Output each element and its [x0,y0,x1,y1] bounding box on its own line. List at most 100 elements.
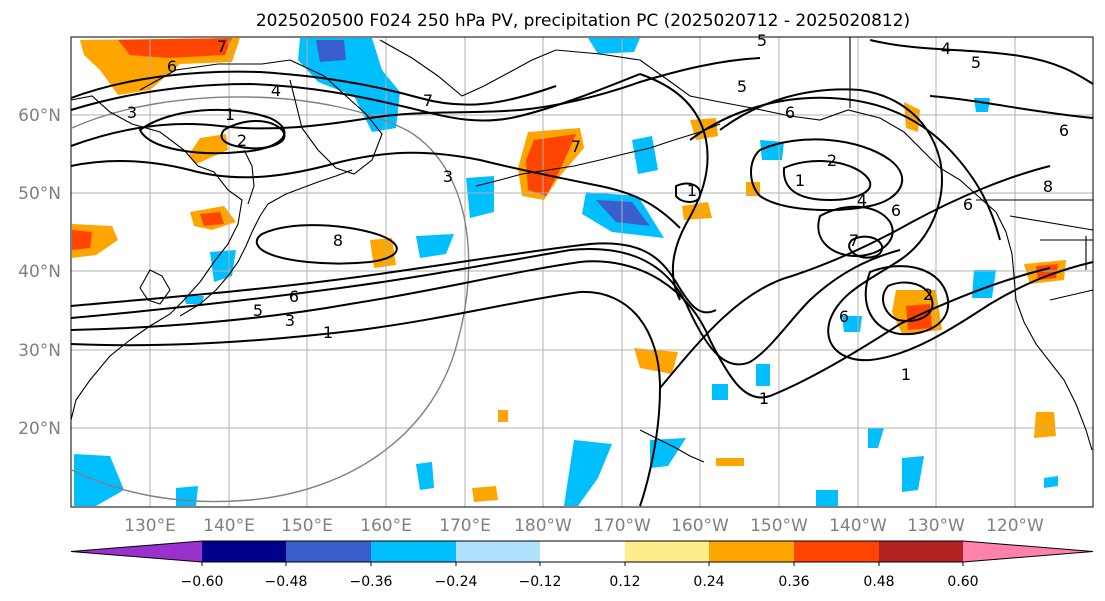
precip-positive-patch [118,38,232,58]
precip-positive-patch [526,134,576,196]
colorbar-swatch [794,541,879,562]
contour-label: 6 [785,103,795,122]
coastline-asia [70,95,243,421]
colorbar-tick-label: 0.48 [863,574,894,590]
coastline-japan [179,203,269,317]
pv-contour-ridge-gulf [689,96,1001,241]
contour-label: 1 [759,389,769,408]
precip-negative-patch [902,456,924,492]
lon-label: 120°W [986,516,1044,536]
contour-label: 1 [687,181,697,200]
colorbar-swatch [286,541,371,562]
longitude-labels: 130°E 140°E 150°E 160°E 170°E 180°W 170°… [124,516,1044,536]
contour-label: 8 [1043,177,1053,196]
contour-label: 6 [891,201,901,220]
precip-positive-patch [472,486,498,502]
precip-positive-patch [716,458,744,466]
pv-contour-jet-south-6 [70,242,717,314]
colorbar-swatches [71,541,1093,562]
precip-positive-patch [1036,264,1058,280]
contour-label: 7 [571,137,581,156]
coastline-kuril-chain [267,169,353,205]
precip-negative-patch [712,384,728,400]
precip-positive-patch [1034,412,1056,438]
coastline-aleutians [475,123,721,187]
precip-negative-patch [74,454,124,506]
pv-contour-north-canada [869,39,1094,85]
precip-negative-patch [416,462,434,490]
contour-label: 4 [271,81,281,100]
colorbar-tick-label: −0.12 [519,574,562,590]
contour-label: 4 [857,191,867,210]
precip-negative-patch [176,486,198,506]
lon-label: 150°E [281,516,333,536]
pv-contour-jet-north-3 [70,73,641,122]
precip-positive-patch [906,304,932,330]
pv-contour-cutoff-low-ring [864,265,949,336]
colorbar-tick-label: −0.24 [435,574,478,590]
lon-label: 160°W [671,516,729,536]
latitude-labels: 60°N 50°N 40°N 30°N 20°N [18,106,61,439]
contour-label: 6 [167,57,177,76]
precip-negative-patch [632,136,658,174]
precip-negative-patch [972,270,996,298]
contour-label: 7 [849,231,859,250]
pv-contour-trough-alaska-ring-2 [750,138,903,212]
pv-contour-jet-north-2 [70,70,557,106]
contour-label: 1 [901,365,911,384]
coastline-chukotka [379,39,557,97]
pv-contour-wave-east-1 [639,73,709,301]
pv-contour-low-okhotsk-ring [220,120,286,150]
contour-labels: 7 6 3 4 1 2 3 8 6 5 3 1 7 5 2 1 4 6 7 8 … [127,31,1069,408]
pv-contour-jet-north-6 [70,151,681,229]
precip-positive-patch [188,134,228,164]
contour-label: 5 [737,77,747,96]
colorbar-swatch [202,541,286,562]
lon-label: 150°W [750,516,808,536]
contour-label: 5 [757,31,767,50]
contour-label: 8 [333,231,343,250]
colorbar-swatch [625,541,709,562]
lon-label: 170°W [593,516,651,536]
contour-label: 5 [253,301,263,320]
contour-label: 1 [225,105,235,124]
lat-label: 60°N [18,106,61,126]
pv-contour-trough-alaska-ring-1 [782,160,872,202]
lon-label: 130°E [124,516,176,536]
precip-positive-patch [200,212,224,226]
lon-label: 160°E [360,516,412,536]
colorbar-swatch [879,541,963,562]
precip-negative-patch [816,490,838,506]
contour-label: 6 [289,287,299,306]
lat-label: 20°N [18,419,61,439]
contour-label: 2 [923,285,933,304]
precip-negative-patch [588,38,640,54]
precip-negative-patch [416,234,454,258]
graticule [71,37,1093,507]
precip-negative-patch [1044,476,1058,488]
pv-contour-north-canada-2 [929,95,1094,119]
precip-negative-patch [596,200,650,226]
coastline-north-america [995,211,1093,451]
lat-label: 50°N [18,184,61,204]
pv-contour-trough-eastpac-inner [817,205,894,258]
precip-negative-patch [756,364,770,386]
precip-negative-patch [564,440,612,506]
precip-negative-patch [974,98,990,112]
colorbar-swatch [709,541,794,562]
contour-label: 1 [323,323,333,342]
contour-label: 6 [963,195,973,214]
contour-label: 6 [1059,121,1069,140]
coastline-hawaii [639,429,705,463]
contour-label: 3 [127,103,137,122]
pv-contours [70,39,1094,507]
coastline-alaska [555,49,997,213]
border-canada [849,37,1094,231]
precip-negative-patch [466,176,494,218]
contour-label: 3 [443,167,453,186]
precip-positive-patch [634,348,678,374]
pv-contour-small-ring-okhotsk [848,235,884,259]
contour-label: 7 [217,37,227,56]
map-panel: 7 6 3 4 1 2 3 8 6 5 3 1 7 5 2 1 4 6 7 8 … [70,31,1094,508]
